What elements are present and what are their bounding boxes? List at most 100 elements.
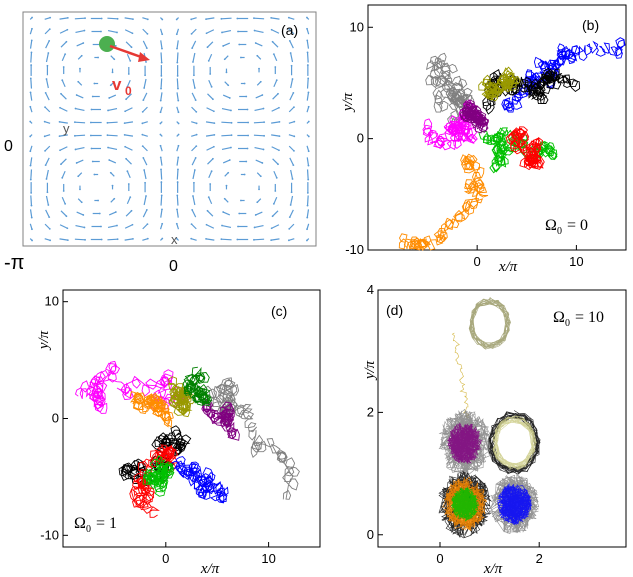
field-arrow	[74, 134, 86, 137]
field-arrow	[222, 211, 231, 216]
field-arrow	[288, 28, 295, 35]
field-arrow-head	[84, 238, 86, 241]
field-arrow	[253, 134, 265, 137]
field-arrow-head	[44, 91, 47, 94]
field-arrow-head	[60, 163, 62, 166]
field-arrow-head	[291, 178, 294, 180]
field-arrow-head	[307, 164, 310, 167]
field-arrow	[191, 209, 197, 218]
panel-c-xlabel: x/π	[200, 561, 220, 577]
panel-d-trajectory-3	[446, 422, 483, 464]
field-arrow-head	[177, 99, 180, 102]
panel-a-frame	[22, 11, 317, 247]
field-arrow	[306, 209, 310, 218]
field-arrow-head	[306, 204, 309, 207]
field-arrow-head	[142, 99, 145, 102]
field-arrow	[289, 40, 294, 49]
field-arrow-head	[193, 169, 196, 171]
field-arrow-head	[253, 226, 256, 229]
field-arrow-head	[177, 133, 180, 136]
field-arrow-head	[109, 171, 112, 174]
field-arrow-head	[90, 108, 93, 111]
field-arrow-head	[160, 87, 162, 90]
field-arrow	[207, 93, 214, 100]
field-arrow	[29, 40, 33, 49]
field-arrow	[126, 196, 131, 205]
field-arrow	[253, 121, 265, 124]
field-arrow	[306, 157, 310, 166]
field-arrow-head	[177, 111, 180, 114]
field-arrow	[59, 224, 68, 229]
field-arrow-head	[307, 178, 310, 181]
field-arrow-head	[225, 184, 228, 187]
field-arrow-head	[129, 196, 132, 199]
field-arrow	[74, 17, 86, 20]
field-arrow-head	[31, 239, 33, 242]
field-arrow-head	[230, 146, 232, 149]
field-arrow	[205, 238, 215, 241]
field-arrow-head	[29, 135, 32, 138]
field-arrow-head	[193, 181, 195, 184]
field-arrow-head	[256, 54, 259, 57]
field-arrow-head	[58, 135, 61, 138]
field-arrow	[192, 78, 196, 89]
field-arrow-head	[306, 192, 309, 194]
field-arrow	[191, 145, 197, 152]
panel-d-frame	[377, 289, 627, 548]
field-arrow-head	[306, 239, 308, 242]
field-arrow-head	[30, 192, 33, 194]
field-arrow	[306, 145, 310, 152]
field-arrow-head	[89, 121, 92, 124]
field-arrow	[142, 238, 148, 241]
field-arrow	[206, 107, 215, 112]
field-arrow	[160, 52, 163, 63]
field-arrow	[176, 92, 179, 101]
field-arrow	[288, 121, 295, 124]
field-arrow-head	[100, 225, 102, 228]
field-arrow	[142, 157, 148, 166]
field-arrow	[306, 106, 310, 113]
field-arrow-head	[93, 173, 96, 176]
field-arrow	[222, 159, 231, 164]
field-arrow-head	[290, 64, 293, 67]
field-arrow-head	[289, 52, 292, 54]
field-arrow-head	[77, 80, 80, 83]
field-arrow	[76, 211, 84, 216]
field-arrow	[306, 78, 309, 89]
field-arrow	[59, 146, 68, 151]
field-arrow-head	[75, 94, 78, 96]
field-arrow-head	[132, 18, 134, 21]
panel-b-omega-value: = 0	[567, 217, 588, 234]
field-arrow	[206, 224, 215, 229]
field-arrow-head	[213, 122, 216, 125]
field-arrow	[273, 53, 278, 62]
field-arrow-head	[210, 85, 213, 88]
field-arrow-head	[289, 204, 292, 206]
field-arrow-head	[193, 74, 195, 77]
field-arrow-head	[161, 222, 164, 225]
field-arrow-head	[205, 223, 208, 226]
panel-c-xtick-label: 10	[261, 551, 275, 566]
field-arrow-head	[293, 106, 295, 109]
field-arrow-head	[221, 224, 223, 227]
field-arrow	[107, 29, 118, 34]
field-arrow-head	[143, 169, 146, 171]
field-arrow	[142, 134, 148, 137]
field-arrow-head	[228, 159, 231, 161]
panel-a-y-label: y	[63, 121, 70, 136]
field-arrow-head	[261, 94, 264, 96]
panel-c-omega-symbol: Ω	[74, 515, 86, 532]
field-arrow-head	[222, 211, 225, 213]
field-arrow-head	[141, 110, 144, 113]
field-arrow	[142, 121, 148, 124]
field-arrow-head	[145, 61, 147, 63]
field-arrow	[125, 41, 132, 48]
panel-d-xlabel: x/π	[483, 561, 503, 577]
field-arrow	[142, 28, 148, 35]
field-arrow	[191, 134, 197, 137]
field-arrow	[107, 224, 118, 229]
field-arrow-head	[61, 79, 64, 82]
field-arrow-head	[245, 95, 248, 98]
field-arrow-head	[82, 214, 85, 216]
